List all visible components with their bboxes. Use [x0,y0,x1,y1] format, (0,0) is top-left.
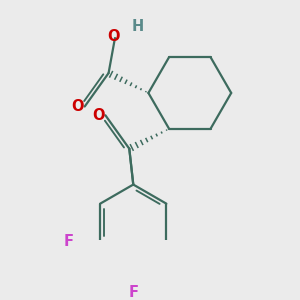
Text: F: F [128,285,138,300]
Text: F: F [63,234,73,249]
Text: O: O [92,108,104,123]
Text: O: O [71,99,84,114]
Text: O: O [107,29,120,44]
Text: H: H [132,20,144,34]
